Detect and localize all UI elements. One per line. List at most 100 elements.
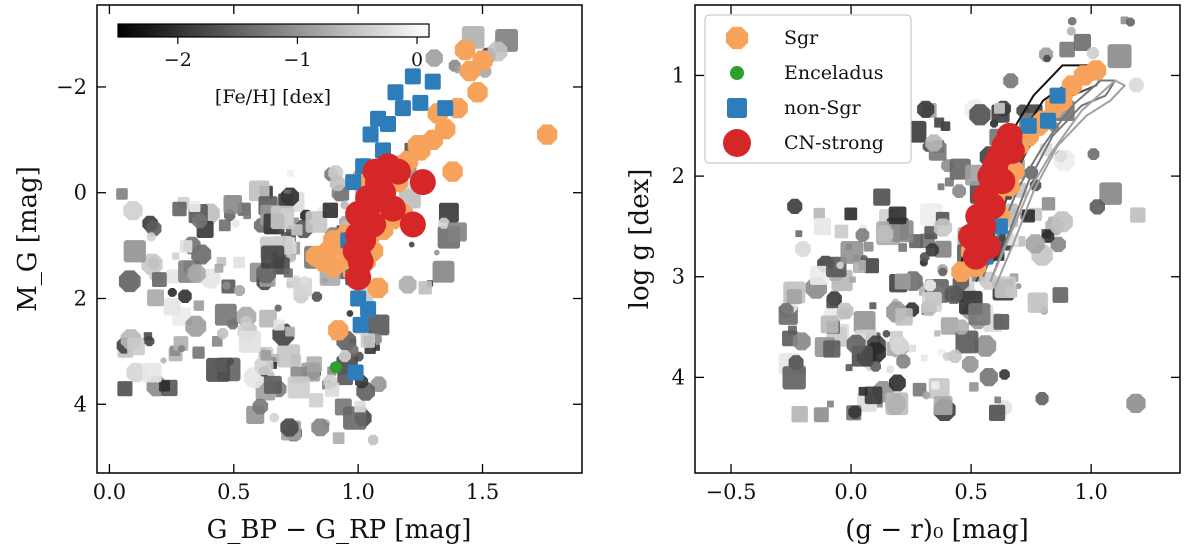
background-star [925,134,943,152]
sgr-point [323,230,344,251]
background-star [895,308,913,326]
background-star [354,400,366,413]
background-star [786,289,802,305]
background-star [118,270,141,293]
background-star [882,330,891,338]
background-star [855,228,870,242]
non-sgr-point [991,218,1008,235]
background-star [823,340,841,358]
background-star [332,432,345,445]
legend-label-sgr: Sgr [784,27,819,49]
background-star [1126,17,1135,27]
background-star [792,332,811,351]
right-x-ticks: −0.5 0.0 0.5 1.0 [706,5,1108,504]
legend-marker-non-sgr [727,98,747,118]
background-star [323,374,338,389]
background-star [231,219,240,228]
background-star [287,376,310,399]
background-star [283,268,293,278]
background-star [1035,392,1049,406]
non-sgr-point [387,84,404,101]
background-star [921,300,937,317]
background-star [185,315,207,337]
background-star [1053,149,1075,171]
background-star [206,357,230,382]
cn-strong-point [399,211,426,238]
background-star [248,180,270,202]
right-y-ticks: 1 2 3 4 [672,63,1180,389]
background-star [1089,199,1105,215]
background-star [146,220,162,236]
non-sgr-point [370,110,387,127]
background-star [948,349,962,363]
background-star [1130,207,1146,223]
background-star [934,117,945,128]
legend-label-cn-strong: CN-strong [784,132,884,154]
background-star [813,207,826,220]
background-star [908,344,916,353]
x-tick-label: 0.5 [217,480,250,504]
non-sgr-point [1049,87,1066,104]
background-star [214,263,224,273]
x-tick-label: 1.5 [466,480,499,504]
cn-strong-point [989,168,1016,195]
background-star [809,265,829,285]
background-star [193,300,205,311]
x-tick-label: −0.5 [706,480,757,504]
background-star [269,412,279,423]
background-star [340,200,349,210]
background-star [846,334,866,354]
background-star [270,205,295,230]
non-sgr-point [1020,117,1037,134]
background-star [398,275,417,294]
background-star [1099,182,1122,205]
background-star [953,319,969,335]
background-star [787,198,803,214]
background-star [286,281,293,288]
background-star [886,365,894,373]
left-panel: 0.0 0.5 1.0 1.5 −2 0 2 4 −2 −1 0 [Fe/H] [dex] G_… [13,4,583,545]
background-star [1087,148,1100,160]
background-star [243,211,252,220]
background-star [852,254,861,262]
background-star [167,288,177,297]
sgr-point [367,277,389,299]
background-star [286,169,294,177]
background-star [1059,41,1075,58]
background-star [1126,393,1146,413]
background-star [1041,230,1055,243]
background-star [260,349,272,361]
background-star [259,309,277,328]
x-tick-label: 1.0 [341,480,374,504]
background-star [214,303,237,326]
background-star [988,404,1006,422]
background-star [217,328,229,339]
background-star [826,400,834,408]
colorbar-gradient [117,23,430,38]
background-star [189,200,201,213]
cn-strong-point [384,158,411,185]
right-plot-frame [694,4,1181,474]
background-star [863,241,874,252]
y-tick-label: 4 [672,365,685,389]
background-star [234,285,245,296]
left-plot-frame [96,4,583,474]
background-star [367,434,379,446]
non-sgr-point [404,68,421,85]
background-star [844,207,858,221]
background-star [147,257,159,270]
background-star [160,357,167,364]
background-star [223,194,243,214]
background-star [873,188,891,206]
background-star [434,249,440,256]
sgr-point [472,50,493,71]
background-star [1086,47,1099,60]
background-star [178,345,186,353]
cn-strong-point [345,264,372,291]
background-star [922,391,931,400]
background-star [931,381,940,390]
right-x-axis-label: (g − r)₀ [mag] [845,515,1028,545]
background-star [144,336,155,347]
background-star [172,201,187,217]
legend-marker-cn-strong [723,129,751,157]
